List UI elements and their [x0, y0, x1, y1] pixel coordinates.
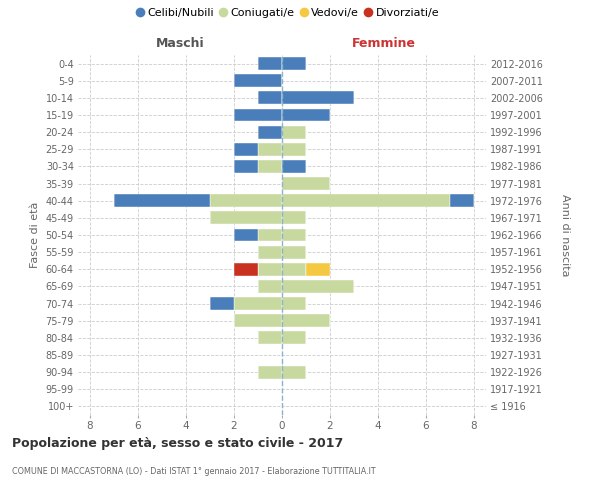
Bar — [258, 263, 282, 276]
Bar — [282, 57, 306, 70]
Bar — [234, 263, 258, 276]
Bar — [258, 228, 282, 241]
Bar — [282, 297, 306, 310]
Bar — [282, 314, 330, 327]
Bar — [258, 280, 282, 293]
Bar — [234, 160, 258, 173]
Bar — [114, 194, 210, 207]
Y-axis label: Fasce di età: Fasce di età — [30, 202, 40, 268]
Bar — [258, 57, 282, 70]
Bar — [282, 194, 450, 207]
Bar — [282, 212, 306, 224]
Bar — [450, 194, 474, 207]
Bar — [282, 263, 306, 276]
Text: Popolazione per età, sesso e stato civile - 2017: Popolazione per età, sesso e stato civil… — [12, 438, 343, 450]
Bar — [234, 143, 258, 156]
Bar — [210, 297, 234, 310]
Bar — [210, 194, 282, 207]
Bar — [282, 228, 306, 241]
Bar — [234, 314, 282, 327]
Bar — [282, 332, 306, 344]
Bar — [282, 108, 330, 122]
Bar — [282, 246, 306, 258]
Bar — [258, 126, 282, 138]
Text: COMUNE DI MACCASTORNA (LO) - Dati ISTAT 1° gennaio 2017 - Elaborazione TUTTITALI: COMUNE DI MACCASTORNA (LO) - Dati ISTAT … — [12, 468, 376, 476]
Bar — [282, 92, 354, 104]
Bar — [282, 177, 330, 190]
Bar — [258, 366, 282, 378]
Legend: Celibi/Nubili, Coniugati/e, Vedovi/e, Divorziati/e: Celibi/Nubili, Coniugati/e, Vedovi/e, Di… — [137, 8, 439, 18]
Bar — [258, 160, 282, 173]
Bar — [282, 143, 306, 156]
Bar — [234, 74, 282, 87]
Bar — [234, 108, 282, 122]
Bar — [306, 263, 330, 276]
Bar — [210, 212, 282, 224]
Bar — [258, 143, 282, 156]
Bar — [282, 366, 306, 378]
Bar — [282, 126, 306, 138]
Y-axis label: Anni di nascita: Anni di nascita — [560, 194, 570, 276]
Bar — [258, 246, 282, 258]
Text: Maschi: Maschi — [155, 36, 205, 50]
Bar — [282, 280, 354, 293]
Bar — [234, 297, 282, 310]
Text: Femmine: Femmine — [352, 36, 416, 50]
Bar — [258, 92, 282, 104]
Bar — [234, 228, 258, 241]
Bar — [258, 332, 282, 344]
Bar — [282, 160, 306, 173]
